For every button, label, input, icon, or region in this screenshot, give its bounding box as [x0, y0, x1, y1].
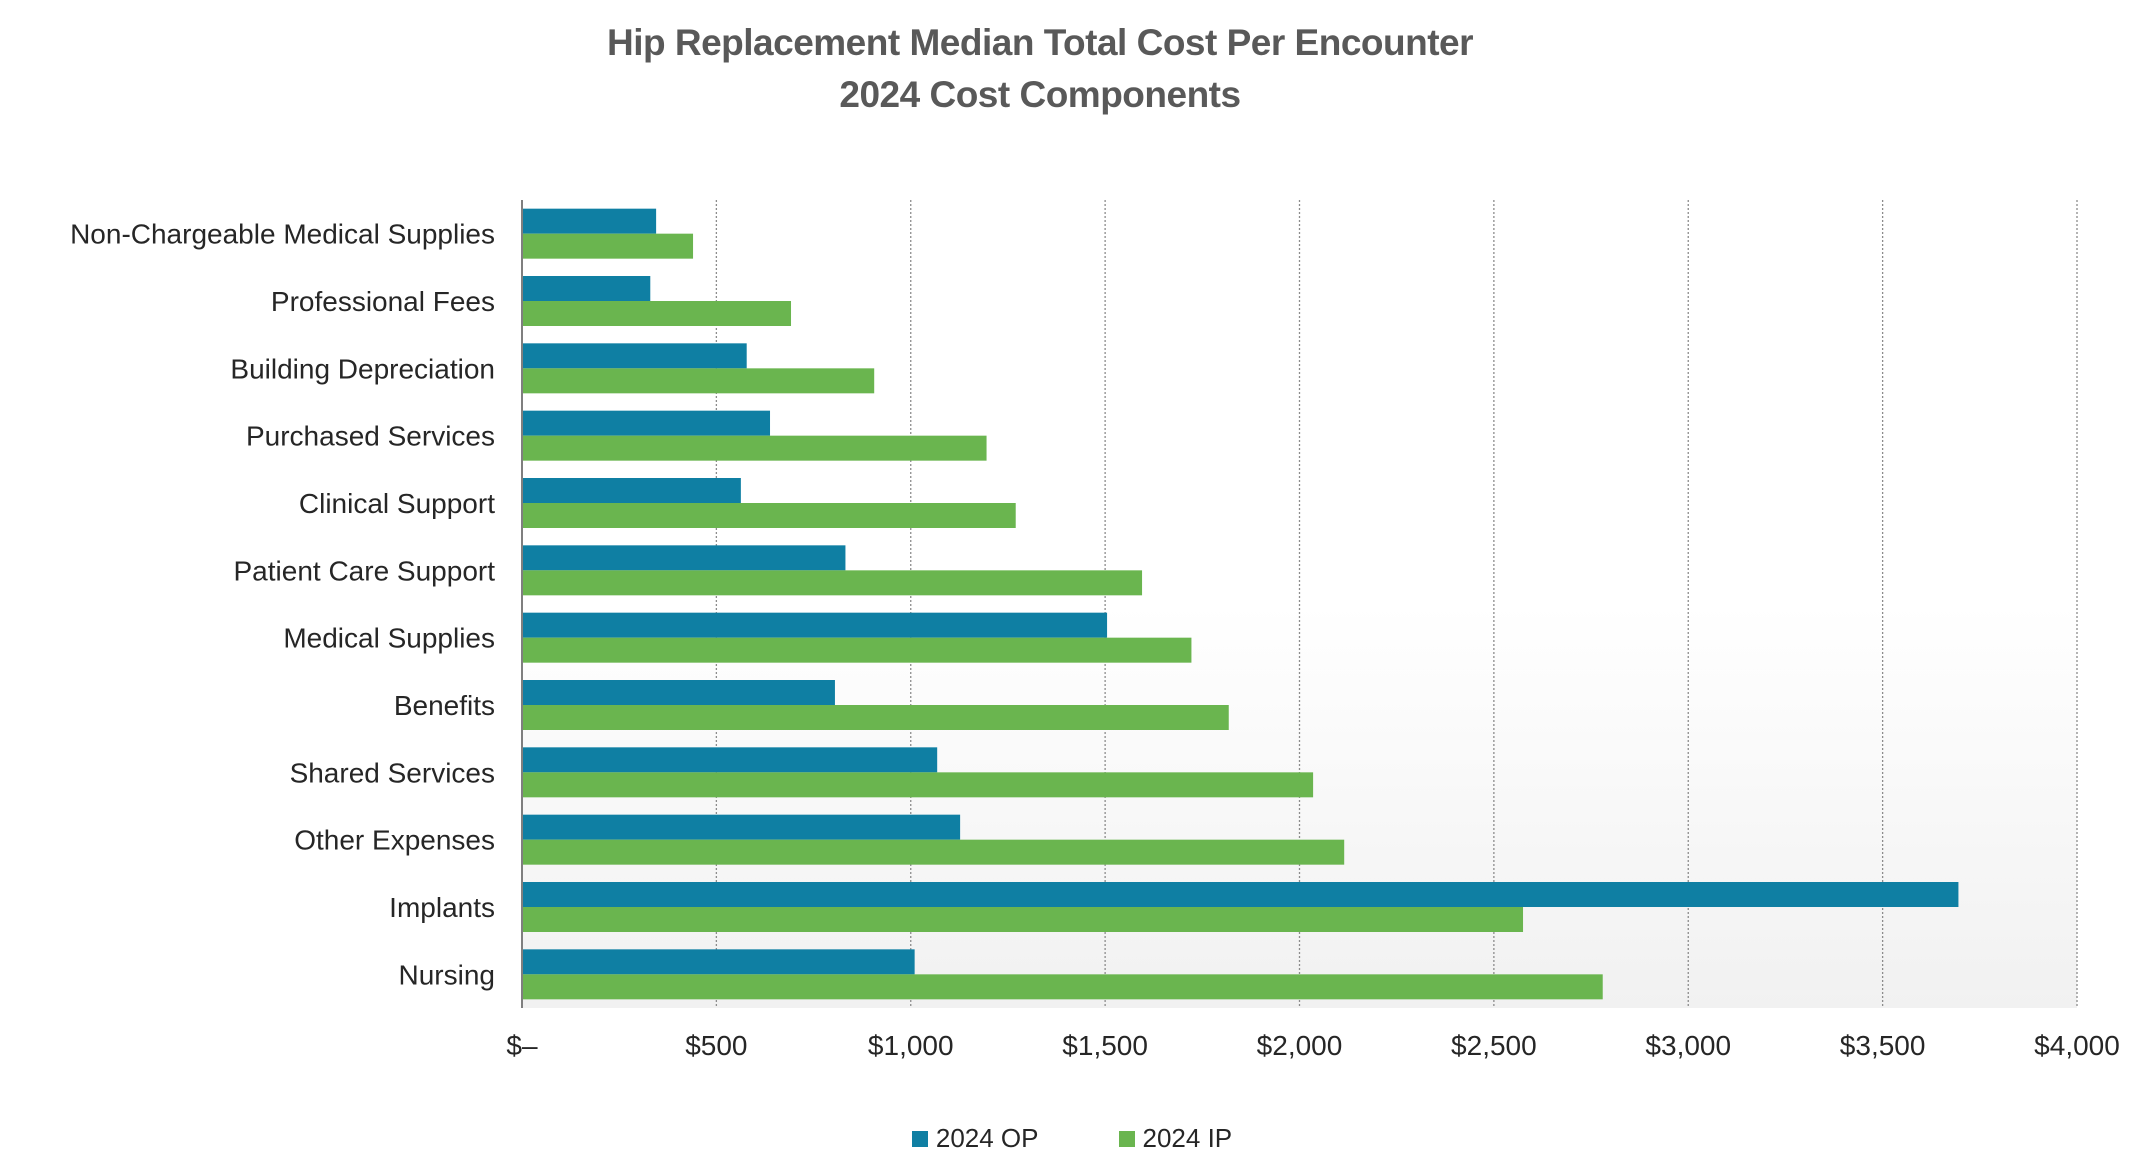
bar-op	[522, 814, 961, 840]
bar-ip	[522, 233, 694, 259]
legend-swatch-ip	[1118, 1130, 1135, 1147]
chart-subtitle: 2024 Cost Components	[839, 74, 1241, 115]
bar-ip	[522, 503, 1016, 528]
legend-item-ip: 2024 IP	[1118, 1123, 1233, 1154]
category-label: Shared Services	[290, 757, 495, 788]
category-label: Other Expenses	[294, 825, 495, 856]
bar-ip	[522, 839, 1345, 865]
bar-op	[522, 747, 938, 773]
x-tick-label: $1,500	[1062, 1030, 1148, 1061]
legend-item-op: 2024 OP	[911, 1123, 1039, 1154]
x-tick-label: $2,000	[1257, 1030, 1343, 1061]
bar-ip	[522, 705, 1229, 730]
chart-title: Hip Replacement Median Total Cost Per En…	[606, 22, 1474, 63]
bar-op	[522, 208, 657, 234]
category-label: Non-Chargeable Medical Supplies	[70, 219, 495, 250]
category-label: Purchased Services	[246, 421, 495, 452]
x-tick-label: $3,500	[1840, 1030, 1926, 1061]
legend-label-op: 2024 OP	[935, 1123, 1039, 1153]
x-tick-label: $3,000	[1645, 1030, 1731, 1061]
category-label: Patient Care Support	[234, 555, 496, 586]
x-tick-label: $1,000	[868, 1030, 954, 1061]
category-label: Clinical Support	[299, 488, 495, 519]
x-tick-label: $4,000	[2034, 1030, 2120, 1061]
category-label: Professional Fees	[271, 286, 495, 317]
bar-op	[522, 949, 915, 975]
bar-ip	[522, 974, 1603, 1000]
legend-swatch-op	[911, 1130, 928, 1147]
bar-op	[522, 276, 651, 301]
category-label: Implants	[389, 892, 495, 923]
bar-ip	[522, 368, 875, 394]
bar-op	[522, 680, 835, 705]
x-tick-label: $–	[506, 1030, 538, 1061]
bar-ip	[522, 301, 792, 326]
bar-op	[522, 410, 771, 436]
bar-ip	[522, 637, 1192, 663]
category-label: Nursing	[399, 959, 495, 990]
legend-label-ip: 2024 IP	[1142, 1123, 1233, 1153]
bar-op	[522, 545, 846, 571]
category-label: Benefits	[394, 690, 495, 721]
category-label: Medical Supplies	[283, 623, 495, 654]
bar-op	[522, 882, 1959, 907]
bar-ip	[522, 435, 987, 461]
x-tick-label: $2,500	[1451, 1030, 1537, 1061]
bar-ip	[522, 570, 1143, 596]
category-label: Building Depreciation	[230, 353, 495, 384]
x-tick-label: $500	[685, 1030, 747, 1061]
bar-op	[522, 612, 1108, 638]
bar-op	[522, 478, 741, 503]
bar-op	[522, 343, 747, 369]
bar-ip	[522, 772, 1314, 798]
bar-ip	[522, 907, 1524, 932]
legend: 2024 OP 2024 IP	[0, 1123, 2144, 1154]
